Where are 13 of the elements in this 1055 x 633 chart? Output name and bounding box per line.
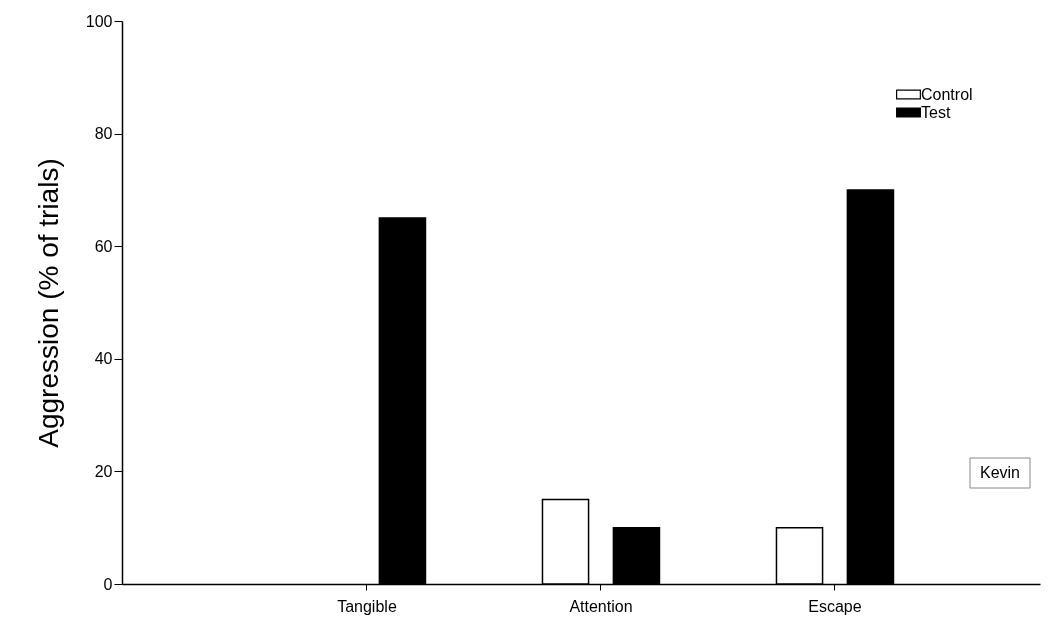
legend-label: Control: [921, 85, 973, 103]
legend-label: Test: [921, 103, 951, 121]
y-tick-label: 40: [94, 350, 113, 368]
y-tick-label: 80: [94, 125, 113, 143]
y-axis-title: Aggression (% of trials): [32, 158, 64, 448]
annotation: Kevin: [979, 464, 1021, 481]
x-tick-label: Tangible: [337, 597, 397, 615]
y-tick-label: 60: [94, 237, 113, 255]
x-tick-label: Attention: [569, 597, 633, 615]
y-tick-label: 100: [85, 12, 113, 30]
y-tick-label: 0: [103, 575, 113, 593]
y-tick-label: 20: [94, 462, 113, 480]
x-tick-label: Escape: [808, 597, 862, 615]
